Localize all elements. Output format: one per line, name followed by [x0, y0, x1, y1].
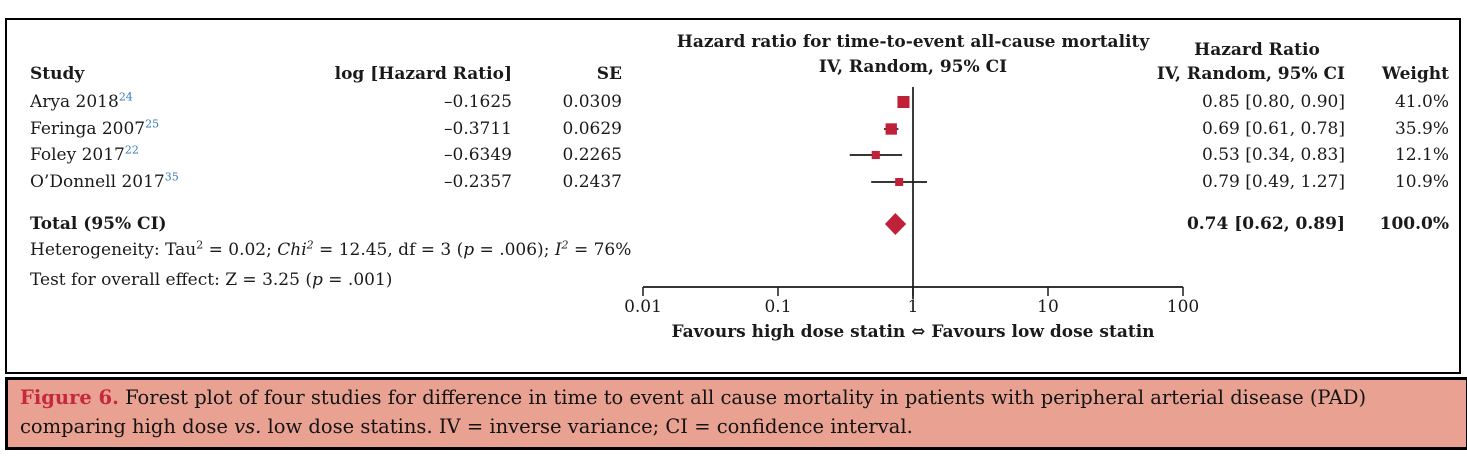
axis-tick-label: 1 — [907, 297, 919, 317]
study-name-text: Foley 2017 — [30, 145, 125, 165]
heterogeneity-stats: Heterogeneity: Tau2 = 0.02; Chi2 = 12.45… — [30, 238, 632, 260]
column-header-hazard-ratio: Hazard Ratio — [1194, 40, 1320, 60]
se-value: 0.0629 — [562, 119, 622, 139]
column-header-weight: Weight — [1381, 64, 1449, 84]
se-value: 0.0309 — [562, 92, 622, 112]
column-header-log-hazard-ratio: log [Hazard Ratio] — [334, 64, 512, 84]
log-hazard-ratio-value: –0.3711 — [444, 119, 512, 139]
log-hazard-ratio-value: –0.2357 — [444, 172, 512, 192]
weight-value: 41.0% — [1394, 92, 1449, 112]
study-name-text: Feringa 2007 — [30, 119, 146, 139]
study-name: Arya 201824 — [30, 90, 133, 112]
citation-ref[interactable]: 35 — [164, 170, 179, 184]
effect-square — [895, 178, 904, 186]
citation-ref[interactable]: 25 — [145, 117, 160, 131]
total-label: Total (95% CI) — [30, 214, 167, 234]
overall-effect-stats: Test for overall effect: Z = 3.25 (p = .… — [30, 270, 393, 290]
citation-ref[interactable]: 24 — [118, 90, 133, 104]
axis-tick-label: 0.1 — [764, 297, 792, 317]
effect-square — [897, 95, 910, 109]
hr-ci-value: 0.69 [0.61, 0.78] — [1201, 119, 1345, 139]
weight-value: 10.9% — [1394, 172, 1449, 192]
plot-title: Hazard ratio for time-to-event all-cause… — [676, 32, 1150, 52]
study-name: O’Donnell 201735 — [30, 170, 179, 192]
log-hazard-ratio-value: –0.1625 — [444, 92, 512, 112]
se-value: 0.2437 — [562, 172, 622, 192]
study-name: Foley 201722 — [30, 143, 139, 165]
axis-tick-label: 0.01 — [624, 297, 662, 317]
weight-value: 12.1% — [1394, 145, 1449, 165]
figure-caption: Figure 6. Forest plot of four studies fo… — [5, 377, 1467, 450]
column-header-se: SE — [596, 64, 622, 84]
log-hazard-ratio-value: –0.6349 — [444, 145, 512, 165]
hr-ci-value: 0.85 [0.80, 0.90] — [1201, 92, 1345, 112]
hr-ci-value: 0.79 [0.49, 1.27] — [1201, 172, 1345, 192]
hr-ci-value: 0.53 [0.34, 0.83] — [1201, 145, 1345, 165]
plot-subtitle: IV, Random, 95% CI — [818, 57, 1008, 77]
column-header-iv-random-ci: IV, Random, 95% CI — [1156, 64, 1345, 84]
se-value: 0.2265 — [562, 145, 622, 165]
axis-favours-label: Favours high dose statin ⇔ Favours low d… — [671, 322, 1155, 342]
effect-square — [885, 123, 897, 135]
column-header-study: Study — [30, 64, 85, 84]
axis-tick-label: 100 — [1166, 297, 1200, 317]
study-name: Feringa 200725 — [30, 117, 160, 139]
axis-tick-label: 10 — [1037, 297, 1059, 317]
pooled-diamond — [884, 213, 907, 235]
effect-square — [871, 150, 880, 160]
forest-plot-figure: Study log [Hazard Ratio] SE Hazard ratio… — [5, 18, 1461, 374]
study-name-text: O’Donnell 2017 — [30, 172, 165, 192]
forest-plot-canvas — [642, 87, 1184, 299]
weight-value: 35.9% — [1394, 119, 1449, 139]
citation-ref[interactable]: 22 — [124, 143, 139, 157]
study-name-text: Arya 2018 — [30, 92, 119, 112]
total-weight-value: 100.0% — [1379, 214, 1449, 234]
total-hr-ci-value: 0.74 [0.62, 0.89] — [1186, 214, 1345, 234]
